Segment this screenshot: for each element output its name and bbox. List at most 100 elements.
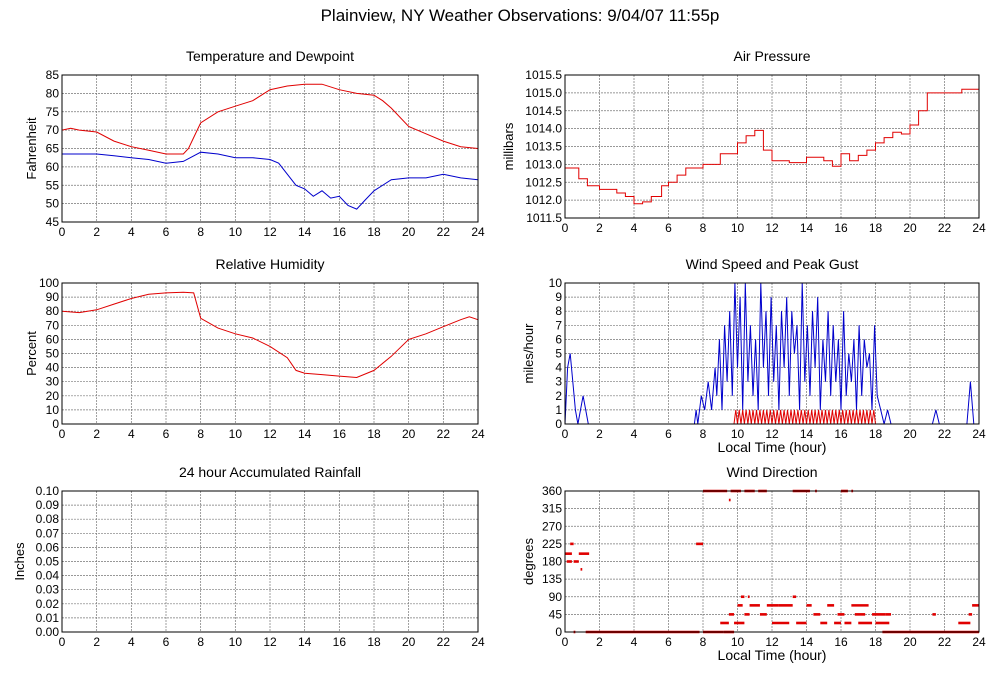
x-tick-label: 12 xyxy=(765,427,779,441)
y-tick-label: 1013.5 xyxy=(525,140,562,154)
x-tick-label: 0 xyxy=(562,427,569,441)
x-tick-label: 4 xyxy=(631,221,638,235)
y-tick-label: 7 xyxy=(555,318,562,332)
x-tick-label: 20 xyxy=(903,427,917,441)
x-tick-label: 8 xyxy=(700,635,707,649)
series-line-1 xyxy=(61,83,479,155)
x-tick-label: 8 xyxy=(197,635,204,649)
y-tick-label: 0.05 xyxy=(36,555,60,569)
y-tick-label: 50 xyxy=(46,347,60,361)
x-tick-label: 0 xyxy=(59,427,66,441)
y-tick-label: 50 xyxy=(46,197,60,211)
x-tick-label: 18 xyxy=(869,221,883,235)
y-tick-label: 70 xyxy=(46,123,60,137)
x-tick-label: 4 xyxy=(631,427,638,441)
series-line-2 xyxy=(733,409,876,425)
series-line-1 xyxy=(565,85,980,205)
y-tick-label: 1013.0 xyxy=(525,157,562,171)
x-tick-label: 16 xyxy=(834,635,848,649)
x-tick-label: 6 xyxy=(665,427,672,441)
x-tick-label: 2 xyxy=(93,427,100,441)
y-tick-label: 65 xyxy=(46,142,60,156)
y-tick-label: 90 xyxy=(549,590,563,604)
x-tick-label: 12 xyxy=(765,635,779,649)
y-tick-label: 40 xyxy=(46,361,60,375)
x-tick-label: 2 xyxy=(596,221,603,235)
x-tick-label: 16 xyxy=(333,427,347,441)
y-tick-label: 55 xyxy=(46,178,60,192)
x-tick-label: 18 xyxy=(367,635,381,649)
y-tick-label: 0 xyxy=(555,417,562,431)
y-tick-label: 1015.0 xyxy=(525,86,562,100)
y-tick-label: 0 xyxy=(52,417,59,431)
y-tick-label: 0.10 xyxy=(36,484,60,498)
y-tick-label: 8 xyxy=(555,304,562,318)
x-tick-label: 24 xyxy=(972,635,986,649)
x-tick-label: 20 xyxy=(402,225,416,239)
x-tick-label: 24 xyxy=(972,427,986,441)
x-tick-label: 2 xyxy=(93,225,100,239)
series-line-1 xyxy=(61,291,479,379)
y-tick-label: 315 xyxy=(542,502,562,516)
y-axis-label: degrees xyxy=(521,538,536,585)
y-tick-label: 5 xyxy=(555,347,562,361)
y-axis-label: Percent xyxy=(24,331,39,376)
x-tick-label: 14 xyxy=(800,427,814,441)
y-tick-label: 45 xyxy=(46,215,60,229)
x-tick-label: 24 xyxy=(471,225,485,239)
y-tick-label: 10 xyxy=(549,276,563,290)
x-tick-label: 22 xyxy=(437,635,451,649)
y-tick-label: 180 xyxy=(542,555,562,569)
y-tick-label: 10 xyxy=(46,403,60,417)
x-tick-label: 16 xyxy=(333,635,347,649)
x-tick-label: 4 xyxy=(631,635,638,649)
y-axis-label: millibars xyxy=(501,122,516,170)
x-tick-label: 6 xyxy=(665,221,672,235)
plot-frame xyxy=(61,282,479,425)
x-tick-label: 18 xyxy=(869,635,883,649)
y-tick-label: 1012.0 xyxy=(525,193,562,207)
x-tick-label: 10 xyxy=(731,221,745,235)
x-tick-label: 20 xyxy=(903,221,917,235)
y-tick-label: 0.07 xyxy=(36,526,60,540)
x-tick-label: 0 xyxy=(59,225,66,239)
x-tick-label: 6 xyxy=(665,635,672,649)
x-axis-label: Local Time (hour) xyxy=(718,439,827,455)
chart-title: Relative Humidity xyxy=(216,256,325,272)
y-tick-label: 85 xyxy=(46,68,60,82)
y-axis-label: Inches xyxy=(12,542,27,581)
series-line-2 xyxy=(62,151,479,210)
x-tick-label: 6 xyxy=(163,225,170,239)
y-tick-label: 135 xyxy=(542,572,562,586)
y-tick-label: 0.01 xyxy=(36,611,60,625)
x-tick-label: 10 xyxy=(731,635,745,649)
y-tick-label: 20 xyxy=(46,389,60,403)
plot-frame xyxy=(564,282,980,425)
x-tick-label: 12 xyxy=(263,427,277,441)
x-tick-label: 20 xyxy=(402,635,416,649)
x-tick-label: 16 xyxy=(834,221,848,235)
y-tick-label: 1011.5 xyxy=(526,211,562,225)
y-tick-label: 45 xyxy=(549,607,563,621)
chart-title: Wind Direction xyxy=(726,464,817,480)
x-tick-label: 14 xyxy=(298,635,312,649)
y-tick-label: 80 xyxy=(46,86,60,100)
x-tick-label: 18 xyxy=(367,225,381,239)
y-tick-label: 0.02 xyxy=(36,597,60,611)
x-tick-label: 22 xyxy=(437,225,451,239)
x-tick-label: 24 xyxy=(972,221,986,235)
plot-frame xyxy=(564,74,980,219)
x-tick-label: 4 xyxy=(128,225,135,239)
x-tick-label: 22 xyxy=(938,635,952,649)
x-tick-label: 14 xyxy=(800,221,814,235)
chart-title: Wind Speed and Peak Gust xyxy=(686,256,859,272)
y-tick-label: 6 xyxy=(555,332,562,346)
x-tick-label: 2 xyxy=(93,635,100,649)
x-tick-label: 2 xyxy=(596,635,603,649)
y-tick-label: 30 xyxy=(46,375,60,389)
